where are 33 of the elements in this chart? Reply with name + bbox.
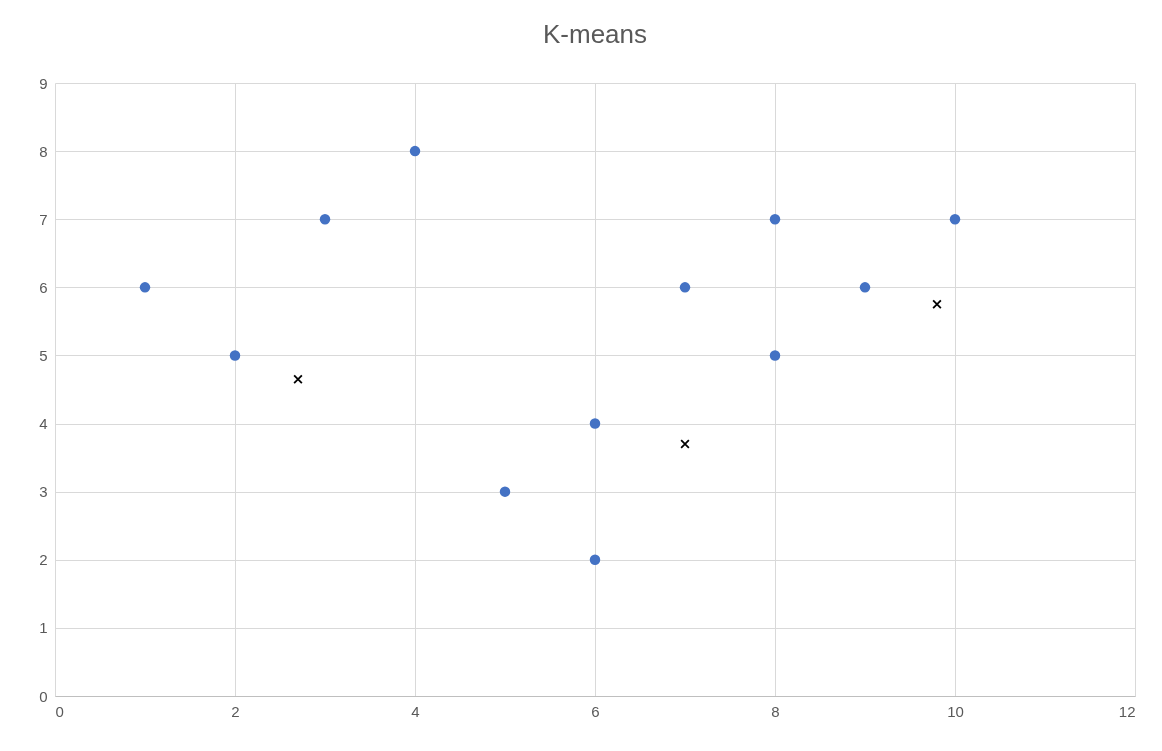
point xyxy=(319,213,331,225)
point xyxy=(769,350,781,361)
x-tick-label: 8 xyxy=(771,702,780,720)
y-tick-label: 3 xyxy=(39,483,48,501)
point xyxy=(679,282,691,293)
x-tick-label: 10 xyxy=(947,702,964,720)
x-tick-label: 6 xyxy=(591,702,600,720)
chart-title: K-means xyxy=(542,19,648,49)
x-tick-label: 2 xyxy=(231,702,240,720)
y-tick-label: 7 xyxy=(39,210,48,228)
point xyxy=(499,486,511,497)
y-tick-label: 0 xyxy=(39,687,48,705)
point xyxy=(589,554,601,566)
point xyxy=(680,439,690,449)
point xyxy=(859,282,871,293)
x-tick-label: 0 xyxy=(55,702,64,720)
point xyxy=(409,145,421,157)
y-tick-label: 4 xyxy=(39,415,48,433)
y-tick-label: 1 xyxy=(39,619,48,637)
y-tick-label: 6 xyxy=(39,278,48,296)
point xyxy=(949,213,961,225)
point xyxy=(229,350,241,361)
x-tick-label: 4 xyxy=(411,702,420,720)
point xyxy=(769,213,781,225)
point xyxy=(139,282,151,293)
point xyxy=(293,374,303,385)
y-tick-label: 9 xyxy=(39,74,48,92)
point xyxy=(932,299,942,310)
y-tick-label: 2 xyxy=(39,551,48,569)
point xyxy=(589,418,601,429)
y-tick-label: 5 xyxy=(39,346,48,364)
x-tick-label: 12 xyxy=(1118,702,1136,720)
y-tick-label: 8 xyxy=(39,142,48,160)
